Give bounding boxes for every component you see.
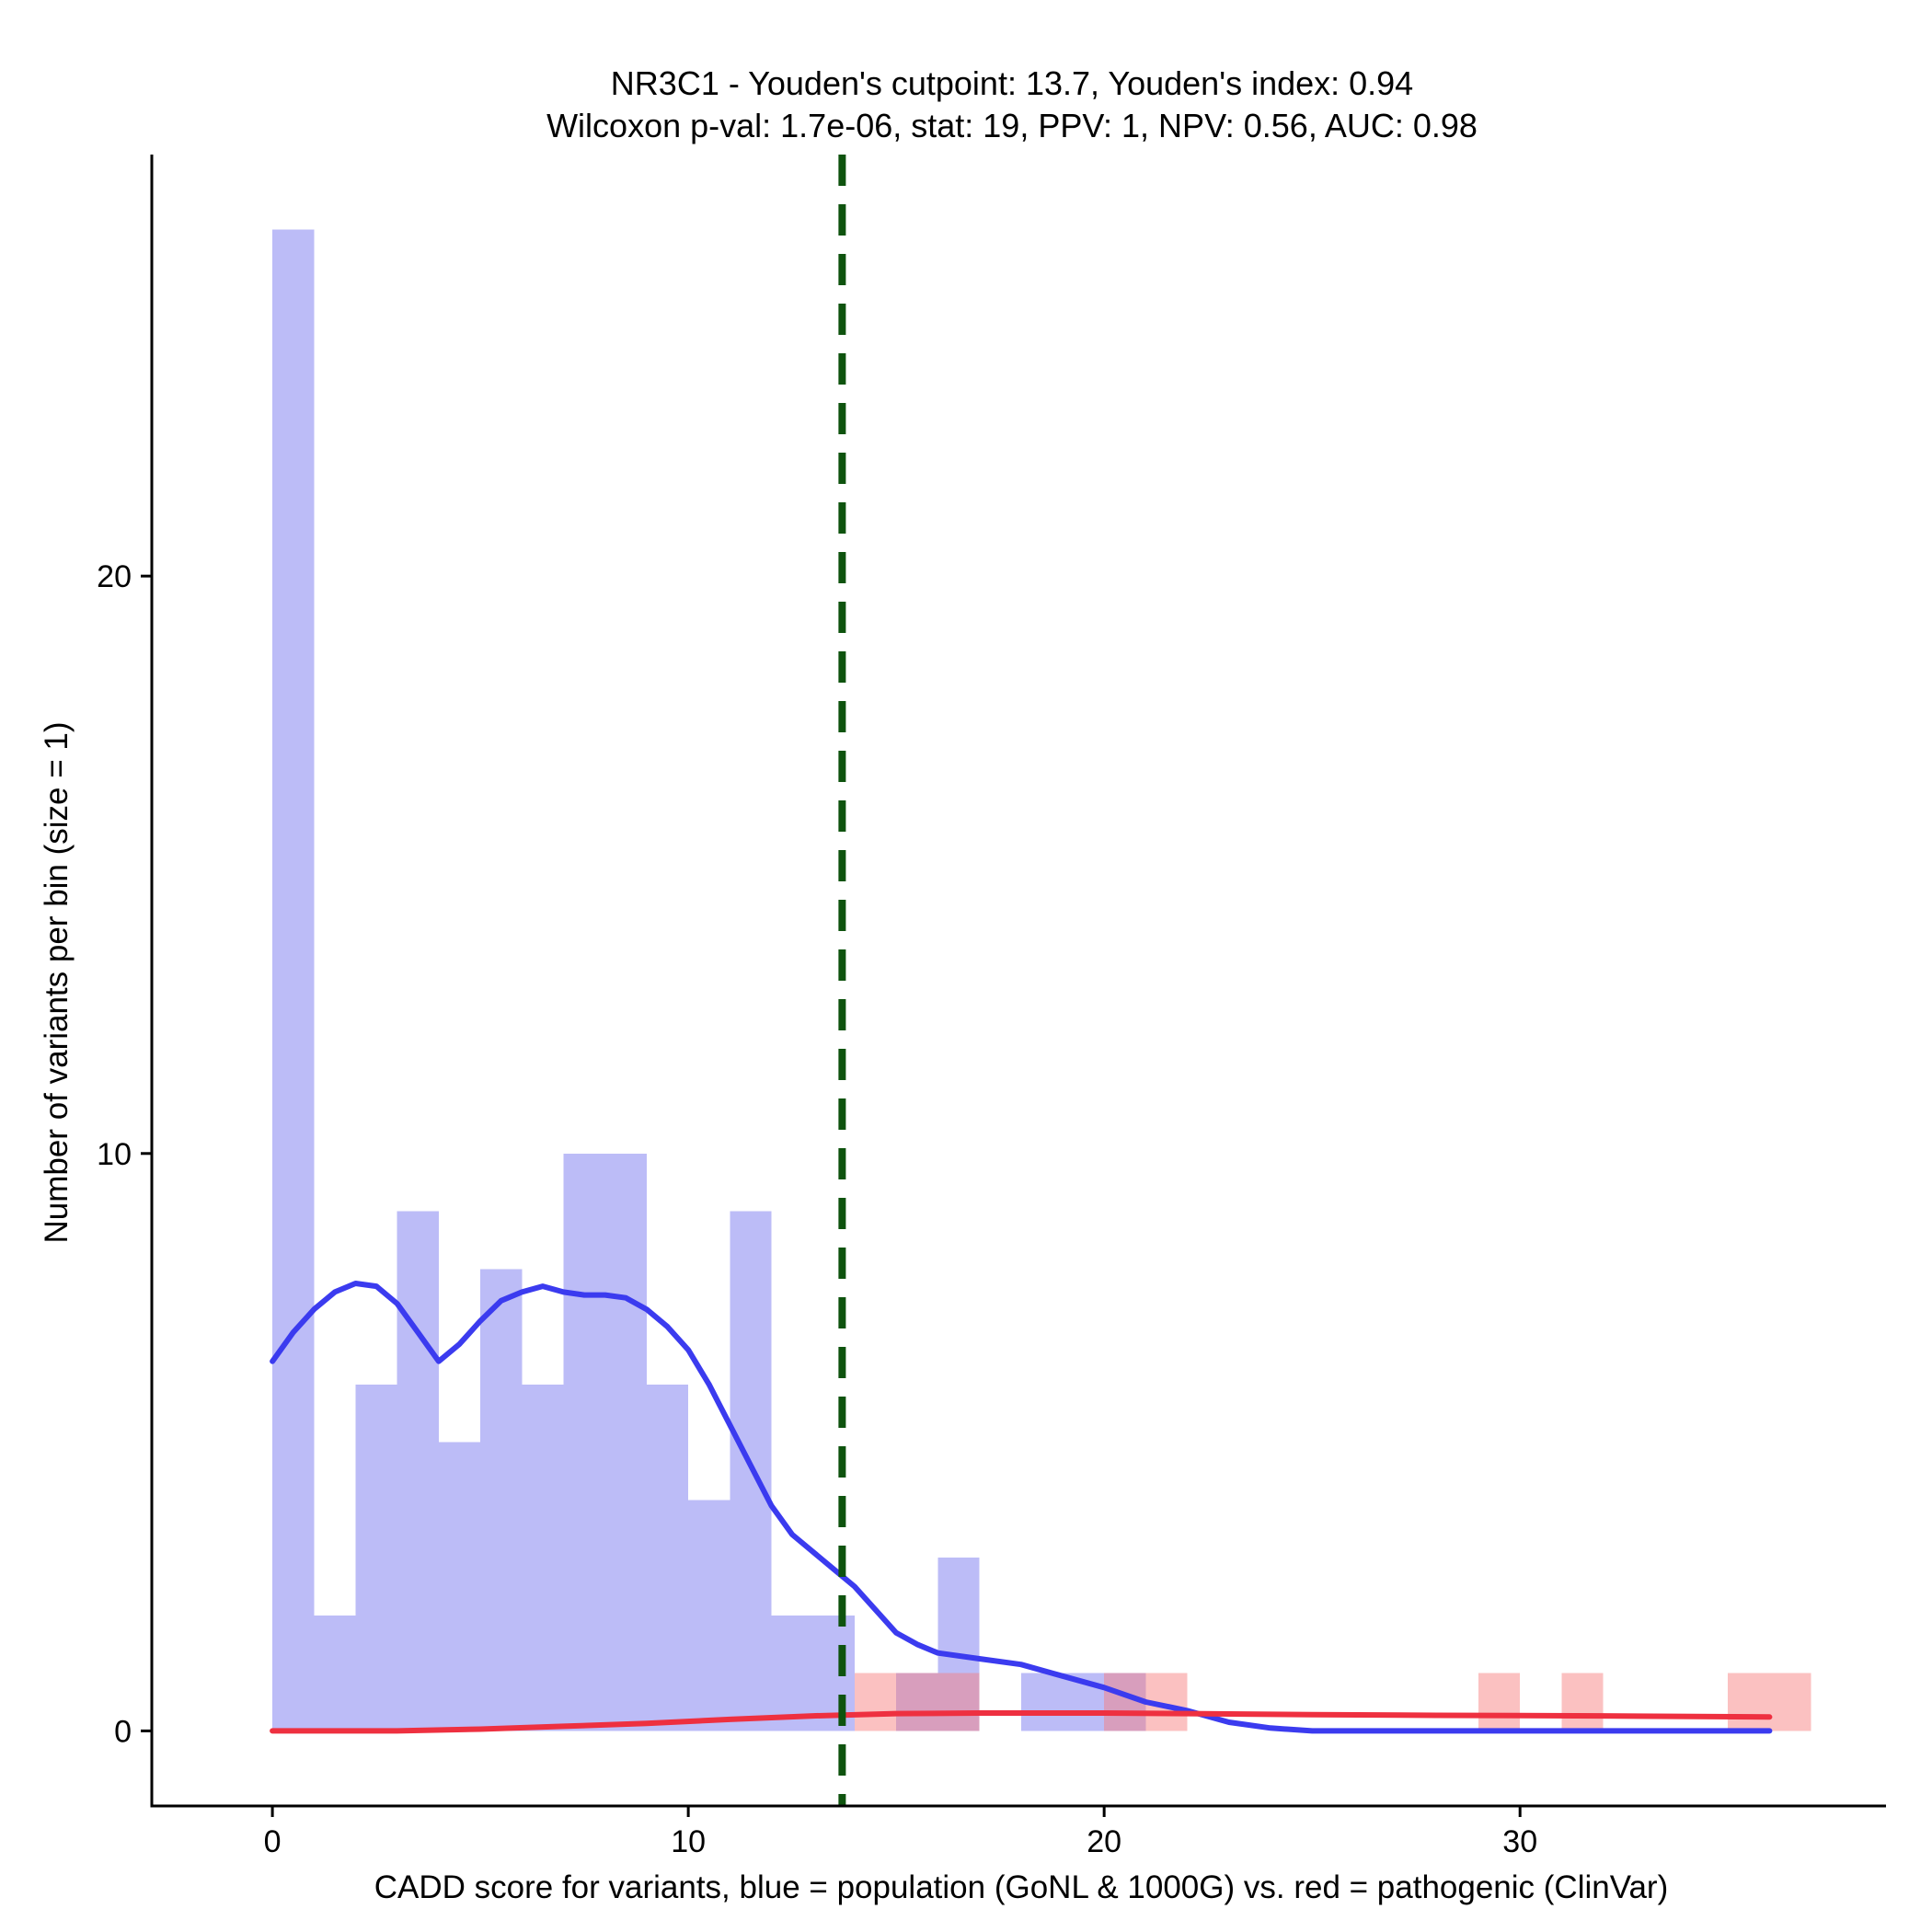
pathogenic-bar-6 bbox=[1561, 1673, 1604, 1731]
x-axis-label: CADD score for variants, blue = populati… bbox=[374, 1869, 1669, 1905]
pathogenic-bar-5 bbox=[1478, 1673, 1521, 1731]
x-tick-label-3: 30 bbox=[1502, 1824, 1537, 1859]
population-bar-7 bbox=[563, 1153, 605, 1731]
population-bars bbox=[272, 229, 1146, 1731]
pathogenic-density-line bbox=[270, 1710, 1773, 1734]
pathogenic-bar-8 bbox=[1769, 1673, 1811, 1731]
population-bar-6 bbox=[522, 1384, 564, 1731]
density-curves bbox=[270, 1281, 1773, 1734]
pathogenic-bar-7 bbox=[1728, 1673, 1770, 1731]
population-density-line bbox=[270, 1281, 1773, 1734]
x-tick-label-0: 0 bbox=[264, 1824, 282, 1859]
population-bar-14 bbox=[896, 1673, 938, 1731]
population-bar-0 bbox=[272, 229, 315, 1731]
y-tick-label-0: 0 bbox=[114, 1714, 132, 1749]
population-bar-13 bbox=[812, 1615, 855, 1731]
pathogenic-bar-0 bbox=[854, 1673, 897, 1731]
y-tick-label-2: 20 bbox=[97, 559, 132, 594]
chart-title-line-1: NR3C1 - Youden's cutpoint: 13.7, Youden'… bbox=[611, 64, 1413, 102]
population-bar-4 bbox=[438, 1442, 481, 1731]
y-axis-label: Number of variants per bin (size = 1) bbox=[39, 721, 75, 1243]
population-bar-8 bbox=[604, 1153, 647, 1731]
population-bar-1 bbox=[314, 1615, 356, 1731]
population-bar-3 bbox=[397, 1211, 439, 1731]
x-tick-label-1: 10 bbox=[671, 1824, 706, 1859]
population-bar-15 bbox=[937, 1558, 980, 1731]
pathogenic-bar-2 bbox=[937, 1673, 980, 1731]
pathogenic-bars bbox=[854, 1673, 1811, 1731]
population-bar-16 bbox=[1020, 1673, 1063, 1731]
population-bar-5 bbox=[480, 1269, 523, 1731]
population-bar-10 bbox=[688, 1500, 730, 1731]
x-tick-label-2: 20 bbox=[1087, 1824, 1121, 1859]
chart-title-line-2: Wilcoxon p-val: 1.7e-06, stat: 19, PPV: … bbox=[546, 107, 1478, 144]
pathogenic-bar-1 bbox=[896, 1673, 938, 1731]
population-bar-2 bbox=[355, 1384, 397, 1731]
axes bbox=[150, 155, 1886, 1808]
population-bar-12 bbox=[771, 1615, 813, 1731]
ticks: 0 10 20 30 0 10 20 bbox=[97, 559, 1537, 1859]
population-bar-9 bbox=[646, 1384, 689, 1731]
y-tick-label-1: 10 bbox=[97, 1137, 132, 1172]
